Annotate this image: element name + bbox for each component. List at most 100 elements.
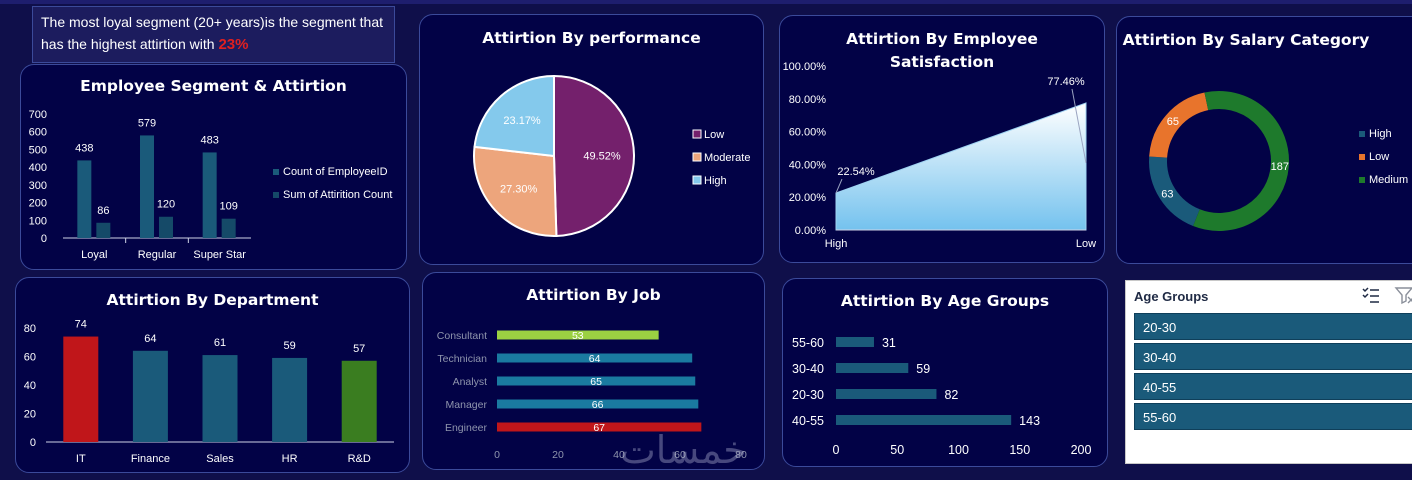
x-tick-label: 150 (1009, 443, 1030, 457)
donut-slice (1149, 156, 1201, 227)
y-tick-label: 0.00% (795, 225, 826, 237)
job-chart-title: Attirtion By Job (526, 286, 661, 304)
insight-highlight: 23% (218, 36, 249, 53)
legend-marker (692, 152, 702, 162)
top-border (0, 0, 1412, 4)
legend-marker (273, 192, 279, 198)
x-tick-label: Super Star (193, 249, 246, 261)
data-label: 59 (283, 340, 295, 352)
data-label: 61 (214, 337, 226, 349)
y-tick-label: 30-40 (792, 362, 824, 376)
legend-marker (692, 175, 702, 185)
data-label: 483 (200, 134, 218, 146)
legend-label: Medium (1369, 174, 1408, 186)
y-tick-label: 100 (29, 215, 47, 227)
bar (836, 389, 937, 399)
slicer-title: Age Groups (1134, 289, 1209, 304)
data-label: 31 (882, 336, 896, 350)
salary-chart: 63 65 187 High Low Medium (1149, 91, 1408, 231)
y-tick-label: Analyst (453, 376, 488, 388)
x-tick-label: 0 (833, 443, 840, 457)
performance-chart: 49.52% 27.30% 23.17% Low Moderate High (473, 74, 750, 237)
y-tick-label: Technician (437, 353, 487, 365)
data-label: 57 (353, 343, 365, 355)
multi-select-icon[interactable] (1361, 286, 1381, 304)
x-tick-label: 100 (948, 443, 969, 457)
y-tick-label: 20-30 (792, 388, 824, 402)
data-label: 86 (97, 205, 109, 217)
y-tick-label: 300 (29, 180, 47, 192)
bar (140, 135, 154, 238)
bar (221, 218, 236, 238)
watermark: خمسات (620, 428, 747, 472)
pie-slice (473, 74, 555, 158)
legend-marker (692, 129, 702, 139)
bar (202, 152, 217, 238)
data-label: 67 (593, 422, 605, 434)
bar (836, 337, 874, 347)
y-tick-label: 100.00% (783, 61, 827, 73)
slicer-item-55-60[interactable]: 55-60 (1134, 403, 1412, 430)
bar (77, 160, 92, 238)
x-tick-label: HR (282, 453, 298, 465)
bar (159, 216, 173, 238)
bar (497, 422, 702, 432)
data-label: 438 (75, 142, 93, 154)
data-label: 63 (1161, 189, 1173, 201)
data-label: 65 (1167, 116, 1179, 128)
x-tick-label: 80 (735, 449, 747, 461)
slicer-item-30-40[interactable]: 30-40 (1134, 343, 1412, 370)
bar (272, 357, 308, 442)
y-tick-label: 55-60 (792, 336, 824, 350)
x-tick-label: 50 (890, 443, 904, 457)
data-label: 64 (589, 353, 601, 365)
y-tick-label: 400 (29, 162, 47, 174)
pie-slice (473, 145, 558, 237)
y-tick-label: 500 (29, 144, 47, 156)
x-tick-label: Regular (138, 249, 177, 261)
bar (96, 222, 111, 238)
y-tick-label: Manager (446, 399, 488, 411)
slicer-item-40-55[interactable]: 40-55 (1134, 373, 1412, 400)
legend-label: Low (1369, 151, 1389, 163)
data-label: 579 (138, 117, 156, 129)
job-chart: Consultant 53 Technician 64 Analyst 65 Manager… (437, 330, 747, 461)
data-label: 22.54% (837, 166, 875, 178)
legend-label: High (704, 175, 727, 187)
data-label: 77.46% (1047, 76, 1085, 88)
x-tick-label: 40 (613, 449, 625, 461)
age-chart-title: Attirtion By Age Groups (840, 292, 1050, 310)
department-chart: 0 20 40 60 80 74 IT 64 Finance 61 Sales 59 HR 57 R&D (24, 319, 394, 465)
performance-card: Attirtion By performance 49.52% 27.30% 23.… (419, 14, 764, 265)
data-label: 143 (1019, 414, 1040, 428)
legend-label: Count of EmployeeID (283, 166, 388, 178)
department-chart-title: Attirtion By Department (106, 291, 319, 309)
satisfaction-chart: 0.00% 20.00% 40.00% 60.00% 80.00% 100.00% High… (783, 61, 1097, 250)
bar (63, 336, 99, 442)
y-tick-label: 20 (24, 409, 36, 421)
y-tick-label: 60 (24, 352, 36, 364)
segment-chart: 0 100 200 300 400 500 600 700 Loyal 438 86 Regular 5… (29, 109, 393, 261)
slicer-item-20-30[interactable]: 20-30 (1134, 313, 1412, 340)
y-tick-label: 20.00% (789, 192, 827, 204)
y-tick-label: 200 (29, 198, 47, 210)
salary-card: Attirtion By Salary Category 63 65 187 High… (1116, 16, 1412, 264)
satisfaction-chart-title: Attirtion By Employee Satisfaction (846, 30, 1038, 71)
clear-filter-icon[interactable] (1394, 286, 1412, 305)
data-label: 74 (75, 319, 87, 331)
data-label: 53 (572, 330, 584, 342)
leader-line (835, 178, 843, 194)
x-tick-label: 200 (1071, 443, 1092, 457)
bar (836, 415, 1012, 425)
donut-slice (1193, 91, 1289, 231)
x-tick-label: 20 (552, 449, 564, 461)
salary-chart-title: Attirtion By Salary Category (1122, 31, 1370, 49)
legend-marker (1359, 177, 1365, 183)
y-tick-label: 80.00% (789, 94, 827, 106)
job-card: Attirtion By Job Consultant 53 Technician 6… (422, 272, 765, 470)
legend-marker (273, 169, 279, 175)
bar (497, 376, 696, 386)
data-label: 66 (592, 399, 604, 411)
data-label: 109 (219, 201, 237, 213)
legend-marker (1359, 131, 1365, 137)
